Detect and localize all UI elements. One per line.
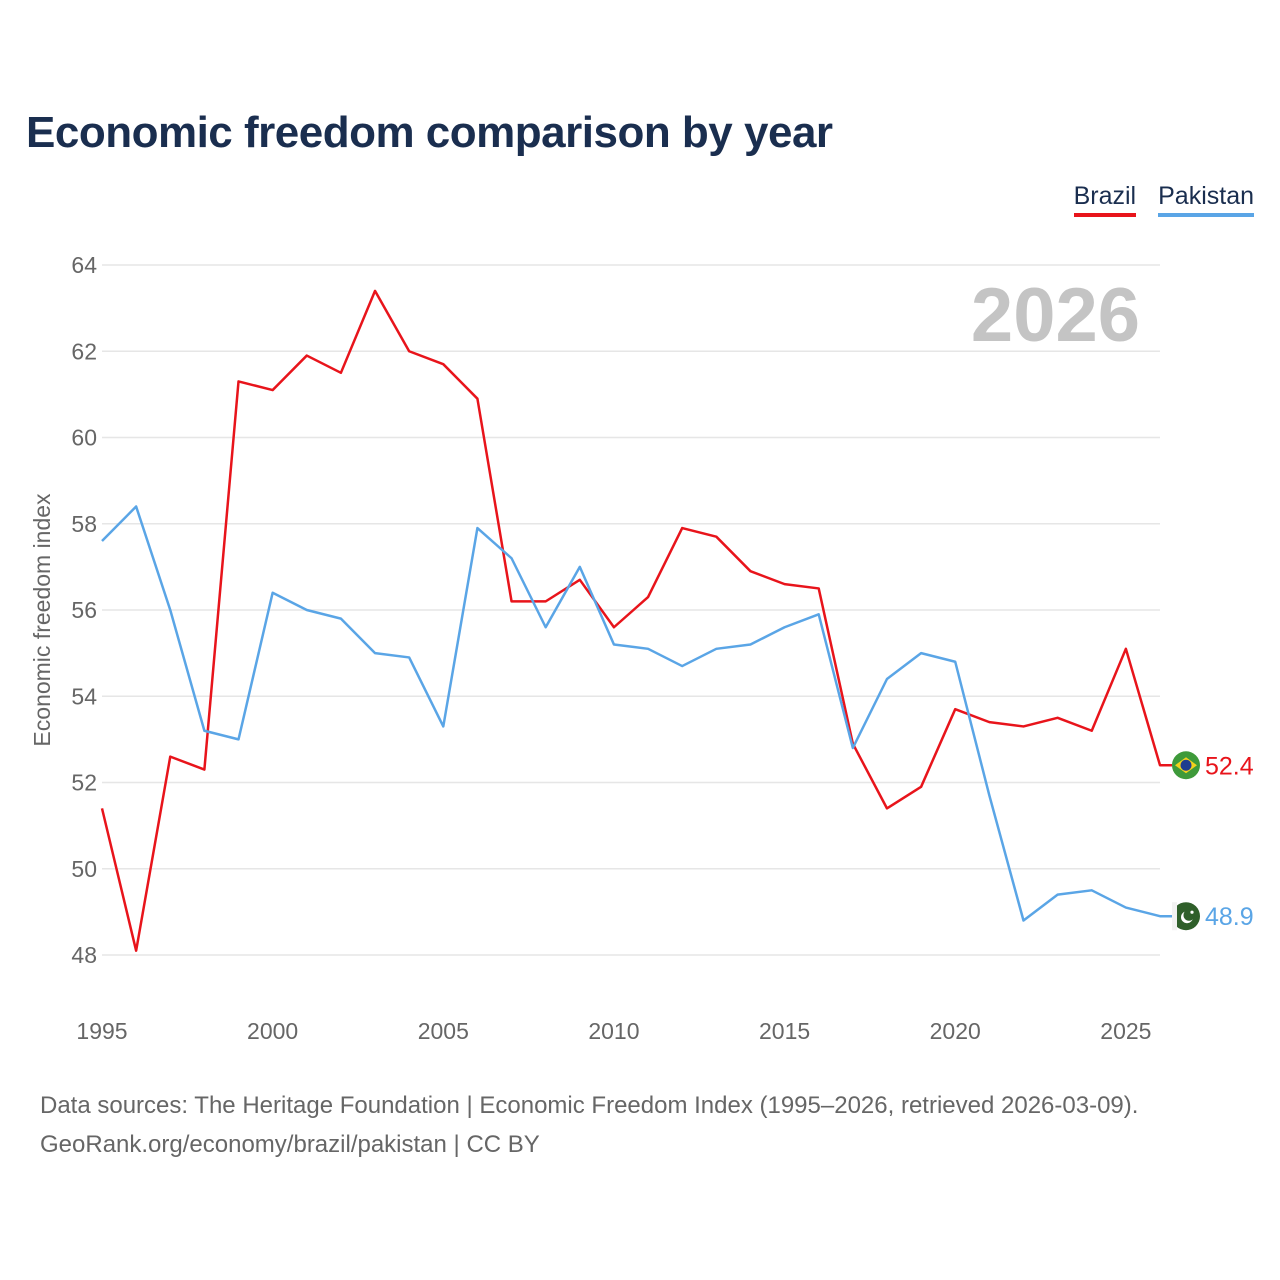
attribution-link[interactable]: GeoRank.org/economy/brazil/pakistan | CC… <box>40 1131 540 1158</box>
footer: Data sources: The Heritage Foundation | … <box>40 1086 1138 1164</box>
legend-item-brazil[interactable]: Brazil <box>1073 182 1137 217</box>
y-tick-label: 54 <box>71 683 97 709</box>
y-tick-label: 60 <box>71 425 97 451</box>
legend: Brazil Pakistan <box>1073 182 1254 217</box>
x-tick-label: 2015 <box>759 1018 810 1044</box>
data-source-text: Data sources: The Heritage Foundation | … <box>40 1092 1139 1119</box>
x-tick-label: 2000 <box>247 1018 298 1044</box>
x-tick-label: 2025 <box>1100 1018 1151 1044</box>
y-tick-label: 50 <box>71 856 97 882</box>
x-axis-ticks: 1995 2000 2005 2010 2015 2020 2025 <box>76 1018 1151 1044</box>
end-labels: 52.4 48.9 <box>1172 751 1254 931</box>
end-label-pakistan: 48.9 <box>1205 903 1254 931</box>
series-lines <box>100 289 1172 952</box>
legend-item-pakistan[interactable]: Pakistan <box>1158 182 1254 217</box>
y-tick-label: 48 <box>71 942 97 968</box>
y-tick-label: 62 <box>71 338 97 364</box>
series-line-pakistan[interactable] <box>101 505 1172 922</box>
end-label-brazil: 52.4 <box>1205 752 1254 780</box>
series-line-brazil[interactable] <box>100 289 1172 952</box>
x-tick-label: 2010 <box>588 1018 639 1044</box>
y-tick-label: 56 <box>71 597 97 623</box>
y-tick-label: 64 <box>71 252 97 278</box>
y-tick-label: 52 <box>71 770 97 796</box>
x-tick-label: 2020 <box>930 1018 981 1044</box>
brazil-flag-icon <box>1172 751 1200 780</box>
chart-title: Economic freedom comparison by year <box>26 108 833 157</box>
x-tick-label: 1995 <box>76 1018 127 1044</box>
x-tick-label: 2005 <box>418 1018 469 1044</box>
y-tick-label: 58 <box>71 511 97 537</box>
y-axis-label: Economic freedom index <box>29 493 55 747</box>
y-axis-ticks: 48 50 52 54 56 58 60 62 64 <box>71 252 97 968</box>
pakistan-flag-icon <box>1172 902 1200 931</box>
line-chart: 48 50 52 54 56 58 60 62 64 1995 2000 2005 2010 2015 2… <box>29 252 1254 1044</box>
gridlines <box>102 264 1160 956</box>
year-watermark: 2026 <box>971 273 1140 358</box>
